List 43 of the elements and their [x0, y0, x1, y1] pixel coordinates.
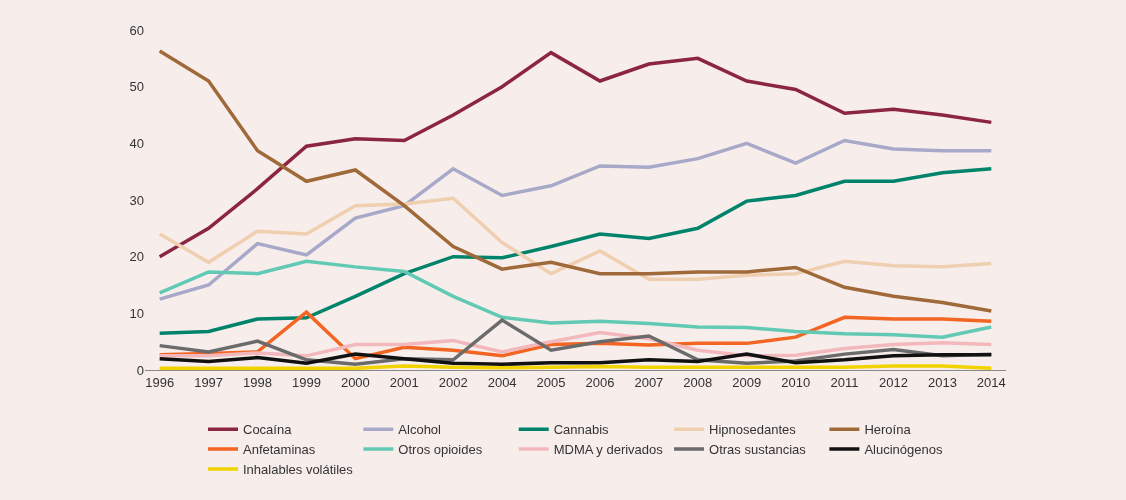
y-tick-label: 50: [129, 79, 144, 95]
legend-label: Hipnosedantes: [709, 422, 797, 438]
legend-label: Cocaína: [243, 422, 293, 438]
legend-label: Heroína: [864, 422, 912, 438]
x-tick-label: 1999: [291, 374, 321, 390]
legend-label: Alcohol: [398, 422, 442, 438]
legend-label: Otros opioides: [398, 442, 483, 458]
x-tick-label: 2001: [389, 374, 419, 390]
x-tick-label: 2007: [634, 374, 664, 390]
legend-label: Anfetaminas: [243, 442, 316, 458]
y-tick-label: 40: [129, 135, 144, 151]
x-tick-label: 2012: [879, 374, 908, 390]
legend-label: Cannabis: [553, 422, 610, 438]
y-tick-label: 10: [129, 305, 144, 321]
y-tick-label: 20: [129, 249, 144, 265]
line-series: [157, 167, 994, 335]
legend-label: Inhalables volátiles: [243, 462, 354, 478]
x-tick-label: 2009: [732, 374, 762, 390]
legend-label: Alucinógenos: [864, 442, 943, 458]
line-series: [157, 196, 994, 282]
x-tick-label: 2010: [781, 374, 811, 390]
y-tick-label: 60: [129, 22, 144, 38]
legend-label: MDMA y derivados: [553, 442, 664, 458]
line-series: [157, 49, 994, 313]
x-tick-label: 2005: [536, 374, 566, 390]
line-series: [157, 50, 994, 259]
line-series: [157, 138, 994, 301]
x-tick-label: 2002: [438, 374, 468, 390]
x-tick-label: 2014: [976, 374, 1006, 390]
y-tick-label: 0: [136, 362, 144, 378]
x-tick-label: 2000: [340, 374, 370, 390]
y-tick-label: 30: [129, 192, 144, 208]
x-tick-label: 1996: [145, 374, 175, 390]
x-tick-label: 2011: [830, 374, 859, 390]
x-tick-label: 1998: [243, 374, 272, 390]
x-tick-label: 1997: [194, 374, 224, 390]
x-tick-label: 2006: [585, 374, 615, 390]
line-series: [157, 352, 994, 367]
x-tick-label: 2008: [683, 374, 713, 390]
line-series: [157, 259, 994, 339]
legend-label: Otras sustancias: [709, 442, 807, 458]
x-tick-label: 2004: [487, 374, 517, 390]
x-tick-label: 2013: [927, 374, 957, 390]
